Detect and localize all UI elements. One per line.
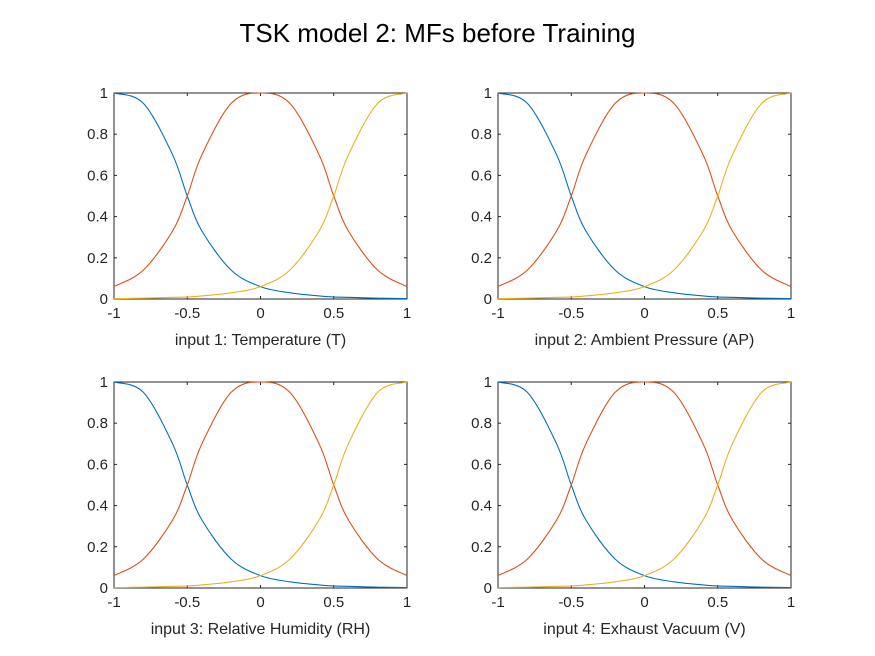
x-axis-label: input 3: Relative Humidity (RH) xyxy=(151,621,371,638)
x-tick-label: 0.5 xyxy=(323,594,344,611)
subplot-4: -1 -0.5 0 0.5 1 0 0.2 0.4 0.6 0.8 1 input 4: Exhaus… xyxy=(471,374,795,638)
mf-curve-3 xyxy=(113,92,408,300)
y-tick-label: 0.4 xyxy=(87,209,108,226)
y-tick-label: 0.8 xyxy=(87,415,108,432)
y-tick-label: 0.2 xyxy=(471,539,492,556)
mf-curve-3 xyxy=(113,381,408,589)
x-tick-label: -1 xyxy=(107,594,120,611)
x-tick-label: -0.5 xyxy=(558,305,584,322)
y-tick-label: 0.4 xyxy=(87,498,108,515)
y-tick-label: 1 xyxy=(100,85,108,102)
x-tick-label: 0 xyxy=(640,594,648,611)
y-tick-label: 0.4 xyxy=(471,498,492,515)
subplot-1: -1 -0.5 0 0.5 1 0 0.2 0.4 0.6 0.8 1 input 1: Temper… xyxy=(87,85,411,349)
x-axis-label: input 1: Temperature (T) xyxy=(175,332,346,349)
y-tick-label: 0.6 xyxy=(87,456,108,473)
y-tick-label: 0 xyxy=(100,580,108,597)
mf-curve-3 xyxy=(497,381,792,589)
figure-title: TSK model 2: MFs before Training xyxy=(239,18,636,48)
y-tick-label: 1 xyxy=(484,374,492,391)
x-tick-label: 1 xyxy=(787,305,795,322)
y-tick-label: 0.8 xyxy=(471,126,492,143)
x-axis-label: input 4: Exhaust Vacuum (V) xyxy=(543,621,745,638)
y-tick-label: 1 xyxy=(484,85,492,102)
x-tick-label: 1 xyxy=(403,594,411,611)
subplot-2: -1 -0.5 0 0.5 1 0 0.2 0.4 0.6 0.8 1 input 2: Ambien… xyxy=(471,85,795,349)
y-tick-label: 0 xyxy=(100,291,108,308)
x-tick-label: 0 xyxy=(256,594,264,611)
mf-curve-2 xyxy=(113,92,408,288)
axes-box xyxy=(113,381,408,589)
subplot-3: -1 -0.5 0 0.5 1 0 0.2 0.4 0.6 0.8 1 input 3: Relati… xyxy=(87,374,411,638)
y-tick-label: 0.2 xyxy=(87,250,108,267)
x-tick-label: 0.5 xyxy=(707,594,728,611)
x-tick-label: -0.5 xyxy=(174,594,200,611)
mf-curve-2 xyxy=(113,381,408,577)
y-tick-label: 0 xyxy=(484,580,492,597)
y-tick-label: 0.4 xyxy=(471,209,492,226)
x-tick-label: 0 xyxy=(640,305,648,322)
y-tick-label: 0 xyxy=(484,291,492,308)
x-tick-label: -1 xyxy=(491,594,504,611)
y-tick-label: 1 xyxy=(100,374,108,391)
axes-box xyxy=(497,92,792,300)
x-tick-label: 1 xyxy=(403,305,411,322)
x-axis-label: input 2: Ambient Pressure (AP) xyxy=(535,332,755,349)
y-tick-label: 0.6 xyxy=(87,167,108,184)
y-tick-label: 0.2 xyxy=(471,250,492,267)
y-tick-label: 0.8 xyxy=(87,126,108,143)
x-tick-label: 0.5 xyxy=(707,305,728,322)
y-tick-label: 0.2 xyxy=(87,539,108,556)
axes-box xyxy=(497,381,792,589)
x-tick-label: 0.5 xyxy=(323,305,344,322)
mf-curve-2 xyxy=(497,92,792,288)
mf-curve-2 xyxy=(497,381,792,577)
y-tick-label: 0.6 xyxy=(471,456,492,473)
x-tick-label: 1 xyxy=(787,594,795,611)
y-tick-label: 0.8 xyxy=(471,415,492,432)
x-tick-label: -0.5 xyxy=(174,305,200,322)
x-tick-label: -0.5 xyxy=(558,594,584,611)
axes-box xyxy=(113,92,408,300)
mf-curve-3 xyxy=(497,92,792,300)
x-tick-label: 0 xyxy=(256,305,264,322)
x-tick-label: -1 xyxy=(491,305,504,322)
x-tick-label: -1 xyxy=(107,305,120,322)
y-tick-label: 0.6 xyxy=(471,167,492,184)
